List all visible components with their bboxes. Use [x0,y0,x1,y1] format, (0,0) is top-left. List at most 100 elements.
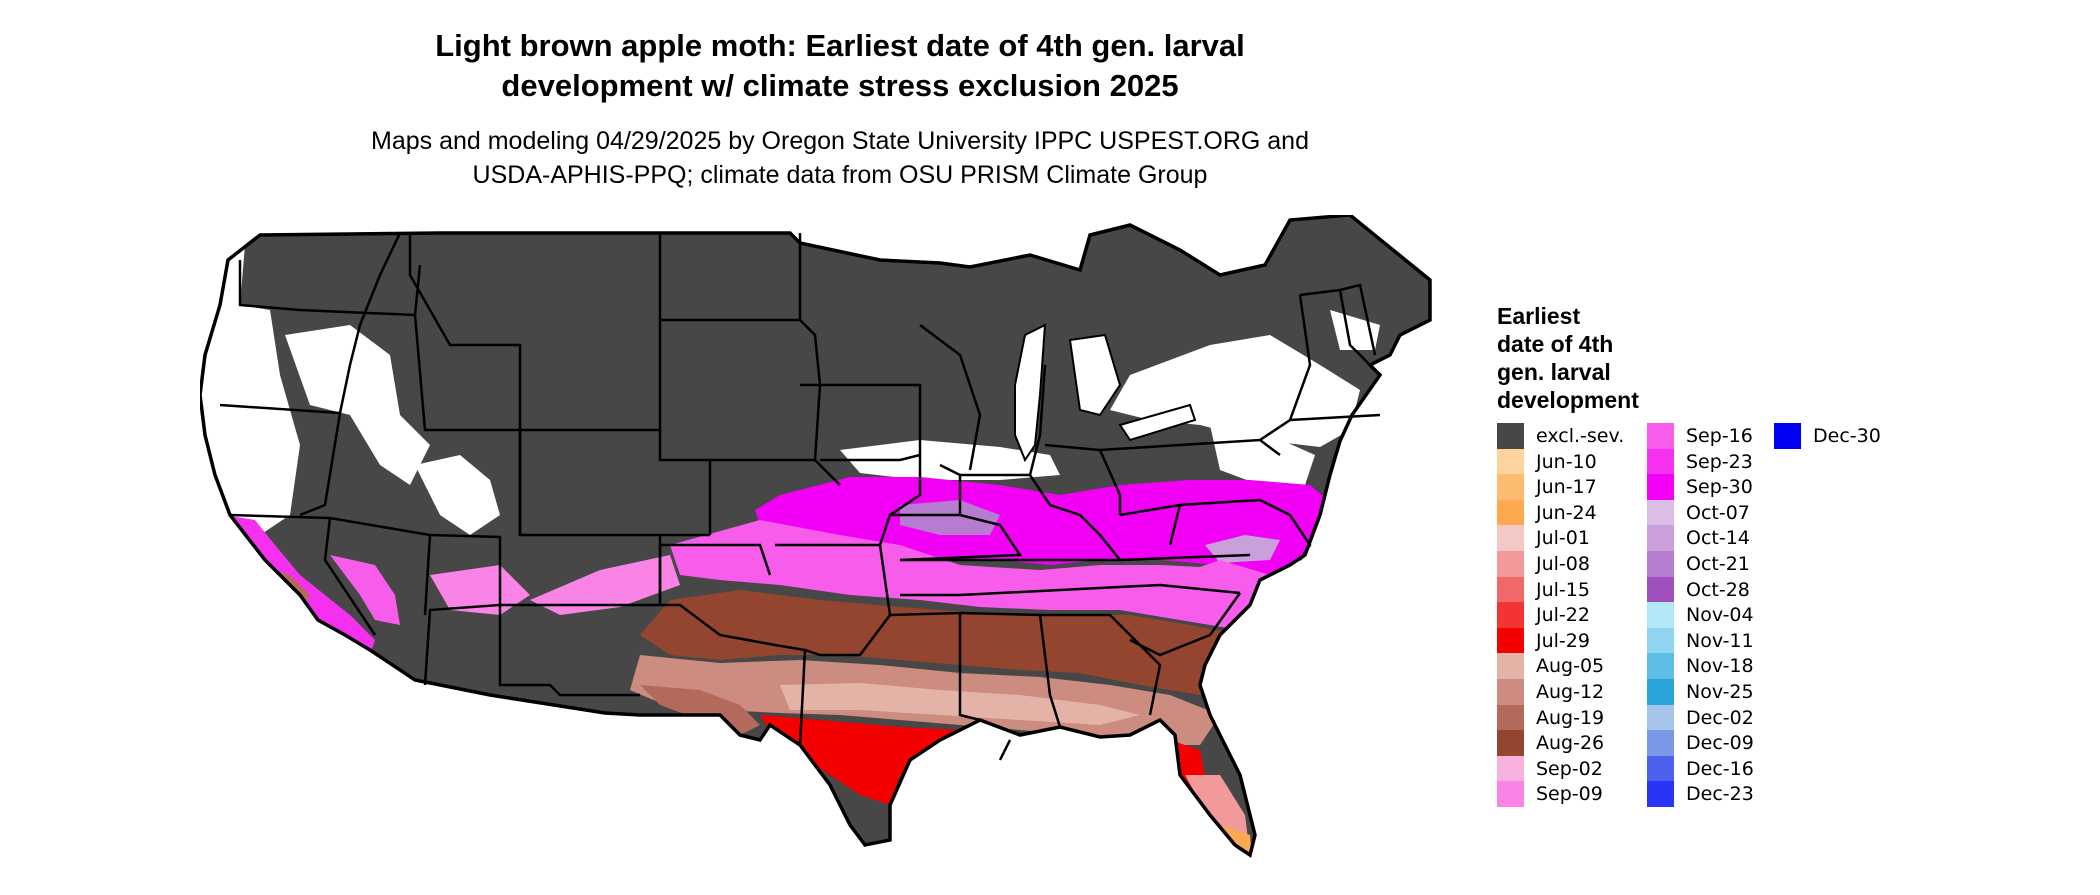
west-coast-band [330,555,400,625]
legend-item: Dec-30 [1774,423,1881,449]
us-map [200,215,1432,857]
legend-item: Dec-16 [1647,755,1754,782]
legend-item: Sep-23 [1647,448,1753,475]
legend-swatch [1647,653,1674,680]
legend-item: Nov-18 [1647,653,1754,680]
legend-swatch [1497,525,1524,552]
legend-swatch [1497,602,1524,629]
legend-label: Jul-22 [1536,604,1590,627]
no-development-region [200,245,300,535]
legend-label: Dec-16 [1686,757,1754,780]
legend-swatch [1647,551,1674,577]
state-border [900,553,1251,562]
legend-label: Oct-21 [1686,553,1750,575]
legend-swatch [1647,499,1674,526]
legend-label: Jul-15 [1536,578,1590,601]
legend-swatch [1497,474,1524,501]
legend-swatch [1497,704,1524,731]
state-border [1044,443,1122,515]
legend-item: Jun-24 [1497,499,1597,526]
legend-label: Dec-23 [1686,783,1754,806]
lake-erie [1118,403,1197,442]
legend-swatch [1647,525,1674,552]
state-border [959,611,1062,728]
state-border [820,453,921,462]
legend-swatch [1497,423,1524,449]
state-border [1099,438,1281,456]
state-border [658,430,712,535]
no-development-region [285,325,430,485]
no-development-region [1330,310,1380,350]
legend-item: Jun-10 [1497,448,1597,475]
legend-swatch [1647,704,1674,731]
legend-swatch [1497,499,1524,526]
legend-swatch [1647,755,1674,782]
legend-label: Aug-12 [1536,681,1605,703]
map-title-line: Light brown apple moth: Earliest date of… [435,28,1245,63]
legend-item: Oct-21 [1647,551,1750,577]
legend-swatch [1497,576,1524,603]
legend-item: Dec-23 [1647,781,1754,808]
state-border [800,383,922,455]
sep-oct-band [530,555,680,615]
legend-swatch [1647,730,1674,757]
legend-item: Aug-19 [1497,704,1605,731]
state-border [890,513,1023,562]
state-border [1289,413,1381,422]
state-border [408,233,800,432]
legend-item: Aug-05 [1497,653,1605,680]
state-border [518,430,710,537]
map-subtitle-line: USDA-APHIS-PPQ; climate data from OSU PR… [472,161,1208,189]
legend-swatch [1497,730,1524,757]
legend-swatch [1774,423,1801,449]
legend-label: excl.-sev. [1536,425,1625,447]
legend-swatch [1497,781,1524,808]
map-subtitle-line: Maps and modeling 04/29/2025 by Oregon S… [371,127,1309,155]
state-border [998,739,1012,761]
state-border [219,403,342,517]
legend-label: Oct-07 [1686,501,1750,524]
map-title: Light brown apple moth: Earliest date of… [300,26,1380,106]
legend-item: Nov-11 [1647,627,1754,654]
state-border [1299,288,1371,366]
legend-label: Dec-02 [1686,706,1754,729]
sep-oct-band [755,477,1340,580]
legend-title-line: date of 4th [1497,331,1614,357]
legend-swatch [1497,448,1524,475]
legend-item: Oct-07 [1647,499,1750,526]
legend-title-line: gen. larval [1497,359,1611,385]
legend-label: Jul-08 [1536,553,1590,575]
legend-label: Aug-19 [1536,706,1605,729]
legend-label: Sep-16 [1686,425,1753,447]
state-border [229,513,432,616]
state-border [798,233,841,486]
state-border [338,232,402,414]
state-border [1259,294,1312,442]
state-border [660,603,807,746]
legend-label: Nov-25 [1686,681,1754,703]
no-development-region [415,455,500,535]
state-border [775,543,892,657]
legend-item: Sep-30 [1647,474,1753,501]
legend-swatch [1647,448,1674,475]
map-title-line: development w/ climate stress exclusion … [501,68,1179,103]
state-border [960,473,1121,561]
legend-swatch [1497,653,1524,680]
legend-swatch [1497,679,1524,705]
state-border [1288,514,1312,561]
state-border [323,517,377,636]
legend-item: Jul-01 [1497,525,1590,552]
legend-label: Aug-05 [1536,655,1605,678]
legend-item: Dec-09 [1647,730,1754,757]
texas-band [640,685,760,735]
legend-label: Aug-26 [1536,732,1605,755]
legend-item: Sep-16 [1647,423,1753,449]
legend-label: Jun-17 [1536,476,1597,499]
lake-michigan [1014,323,1047,463]
sep-oct-band [900,500,1000,535]
legend-label: Jun-10 [1536,450,1597,473]
legend-item: excl.-sev. [1497,423,1624,449]
legend-swatch [1497,627,1524,654]
state-border [1168,504,1182,546]
legend-item: Aug-12 [1497,679,1604,705]
